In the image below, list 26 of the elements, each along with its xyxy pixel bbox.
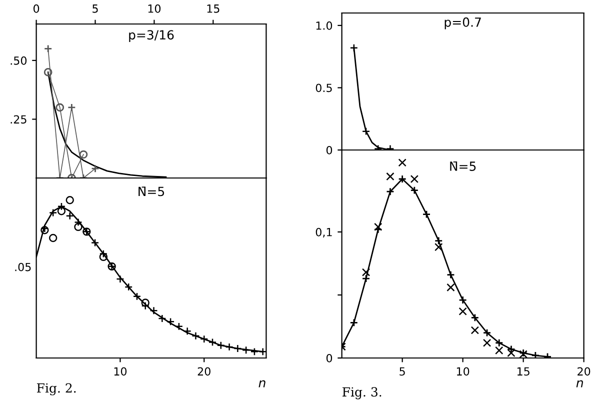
caption: Fig. 3. [342, 387, 382, 400]
x-tick-label: 15 [207, 4, 220, 13]
x-tick-label: 10 [456, 367, 470, 376]
annotation: N̄=5 [450, 161, 476, 171]
x-tick-label: 5 [92, 4, 98, 13]
x-tick-label: 10 [114, 367, 127, 376]
y-tick-label: .50 [10, 56, 27, 65]
x-tick-label: 5 [400, 367, 405, 376]
y-tick-label: .25 [10, 115, 26, 124]
x-axis-title: n [258, 380, 266, 388]
text: N̄=5 [138, 186, 164, 196]
caption: Fig. 2. [36, 383, 76, 396]
annotation: p=0.7 [444, 17, 481, 30]
y-tick-label: 0 [326, 146, 332, 154]
y-tick-label: 0.5 [316, 84, 332, 92]
y-tick-label: 1.0 [316, 21, 332, 30]
x-tick-label: 10 [148, 4, 161, 13]
y-tick-label: 0 [326, 354, 332, 362]
text: .05 [15, 262, 31, 272]
x-axis-title: n [576, 380, 583, 388]
y-tick-label: 0,1 [316, 228, 332, 238]
x-tick-label: 0 [34, 4, 40, 13]
annotation: p=3/16 [129, 30, 174, 42]
x-tick-label: 15 [517, 367, 530, 376]
x-tick-label: 20 [578, 367, 590, 376]
x-tick-label: 20 [198, 367, 210, 376]
